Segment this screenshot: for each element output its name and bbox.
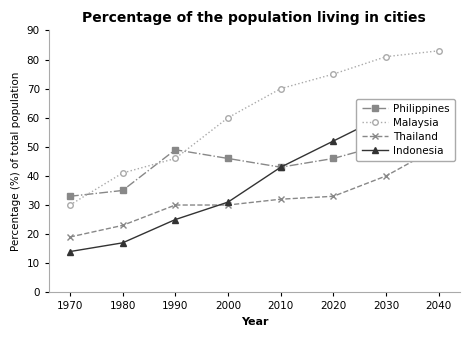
- Malaysia: [436, 49, 442, 53]
- Philippines: [120, 189, 125, 193]
- Thailand: [278, 197, 284, 201]
- Title: Percentage of the population living in cities: Percentage of the population living in c…: [82, 11, 426, 25]
- Thailand: [120, 223, 125, 227]
- Indonesia: [225, 200, 231, 204]
- Philippines: [278, 165, 284, 169]
- Malaysia: [331, 72, 336, 76]
- Thailand: [331, 194, 336, 198]
- Indonesia: [67, 249, 73, 254]
- Malaysia: [67, 203, 73, 207]
- Malaysia: [278, 87, 284, 91]
- Thailand: [225, 203, 231, 207]
- Philippines: [331, 156, 336, 161]
- Indonesia: [278, 165, 284, 169]
- Philippines: [67, 194, 73, 198]
- Line: Thailand: Thailand: [66, 143, 442, 241]
- Indonesia: [383, 113, 389, 117]
- Indonesia: [331, 139, 336, 143]
- Thailand: [383, 174, 389, 178]
- Indonesia: [436, 104, 442, 108]
- Malaysia: [383, 55, 389, 59]
- Legend: Philippines, Malaysia, Thailand, Indonesia: Philippines, Malaysia, Thailand, Indones…: [357, 99, 455, 161]
- Line: Malaysia: Malaysia: [67, 48, 442, 208]
- Thailand: [436, 145, 442, 149]
- Malaysia: [172, 156, 178, 161]
- Philippines: [383, 142, 389, 146]
- Philippines: [436, 124, 442, 128]
- Malaysia: [120, 171, 125, 175]
- Indonesia: [172, 218, 178, 222]
- Malaysia: [225, 116, 231, 120]
- Thailand: [172, 203, 178, 207]
- Indonesia: [120, 241, 125, 245]
- Thailand: [67, 235, 73, 239]
- Philippines: [225, 156, 231, 161]
- Line: Philippines: Philippines: [67, 124, 442, 199]
- Line: Indonesia: Indonesia: [67, 103, 442, 255]
- X-axis label: Year: Year: [241, 317, 268, 327]
- Philippines: [172, 148, 178, 152]
- Y-axis label: Percentage (%) of total population: Percentage (%) of total population: [11, 72, 21, 251]
